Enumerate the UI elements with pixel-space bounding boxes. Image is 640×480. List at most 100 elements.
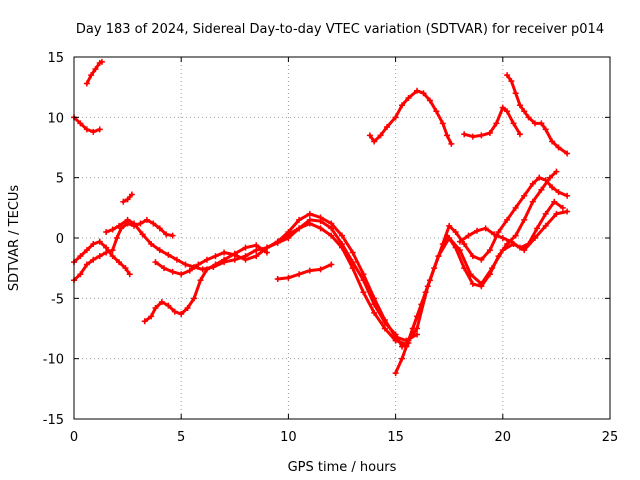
series-line: [276, 263, 333, 281]
data-point: [433, 108, 440, 115]
data-point: [165, 251, 172, 258]
series-13: [366, 87, 455, 147]
data-point: [392, 370, 399, 377]
data-point: [83, 247, 90, 254]
data-point: [493, 120, 500, 127]
data-point: [474, 227, 481, 234]
data-point: [538, 186, 545, 193]
data-point: [126, 271, 133, 278]
y-tick-label: 10: [47, 111, 64, 126]
series-2: [83, 58, 105, 87]
data-point: [103, 228, 110, 235]
data-point: [306, 210, 313, 217]
data-point: [469, 253, 476, 260]
data-point: [253, 242, 260, 249]
data-point: [403, 343, 410, 350]
data-point: [90, 256, 97, 263]
x-tick-label: 5: [177, 430, 185, 445]
data-point: [461, 241, 468, 248]
data-point: [231, 251, 238, 258]
data-point: [405, 95, 412, 102]
data-point: [116, 222, 123, 229]
data-point: [512, 204, 519, 211]
data-point: [96, 238, 103, 245]
data-point: [339, 241, 345, 248]
x-tick-label: 10: [280, 430, 297, 445]
data-point: [163, 231, 170, 238]
data-point: [452, 244, 459, 251]
data-point: [173, 256, 180, 263]
data-point: [212, 261, 219, 268]
data-point: [178, 311, 185, 318]
data-point: [516, 131, 523, 138]
data-point: [461, 131, 468, 138]
data-point: [559, 204, 566, 211]
data-point: [221, 256, 228, 263]
data-point: [150, 220, 157, 227]
data-point: [109, 247, 116, 254]
data-point: [536, 174, 543, 181]
data-point: [426, 97, 433, 104]
series-12: [403, 168, 560, 350]
data-point: [486, 247, 493, 254]
data-point: [120, 198, 127, 205]
data-point: [317, 266, 324, 273]
data-point: [469, 133, 476, 140]
data-point: [328, 232, 335, 239]
series-10: [274, 210, 421, 344]
data-point: [399, 102, 406, 109]
data-point: [504, 72, 511, 79]
data-point: [306, 267, 313, 274]
data-point: [161, 265, 168, 272]
data-point: [448, 140, 455, 147]
series-9: [274, 261, 335, 283]
data-point: [551, 198, 558, 205]
data-point: [444, 132, 451, 139]
data-point: [384, 123, 391, 130]
data-point: [169, 268, 176, 275]
data-point: [542, 210, 549, 217]
data-point: [139, 231, 146, 238]
data-point: [152, 304, 159, 311]
data-point: [317, 214, 324, 221]
data-point: [435, 253, 442, 260]
data-point: [148, 313, 155, 320]
data-point: [564, 192, 571, 199]
data-point: [263, 244, 270, 251]
data-point: [186, 267, 193, 274]
data-point: [274, 276, 281, 283]
data-point: [377, 132, 384, 139]
data-point: [128, 191, 135, 198]
data-point: [349, 259, 356, 266]
data-point: [512, 232, 519, 239]
data-point: [371, 295, 378, 302]
data-point: [137, 220, 144, 227]
data-point: [564, 150, 571, 157]
data-point: [521, 216, 528, 223]
data-point: [469, 280, 476, 287]
data-point: [103, 244, 110, 251]
series-5: [71, 238, 133, 278]
data-point: [152, 259, 159, 266]
data-point: [317, 225, 324, 232]
data-point: [371, 138, 378, 145]
data-point: [116, 259, 123, 266]
data-point: [381, 325, 388, 332]
data-point: [169, 232, 176, 239]
data-point: [392, 333, 399, 340]
data-point: [92, 66, 99, 73]
y-tick-label: 15: [47, 51, 64, 66]
data-point: [499, 235, 506, 241]
x-axis-label: GPS time / hours: [288, 460, 397, 475]
data-point: [156, 247, 163, 254]
series-line: [143, 243, 269, 323]
data-point: [381, 317, 388, 324]
data-point: [113, 235, 120, 241]
data-point: [456, 238, 463, 245]
y-tick-label: -10: [43, 353, 64, 368]
data-point: [521, 247, 528, 254]
data-point: [90, 128, 97, 135]
series-line: [505, 73, 569, 155]
data-point: [534, 225, 541, 232]
